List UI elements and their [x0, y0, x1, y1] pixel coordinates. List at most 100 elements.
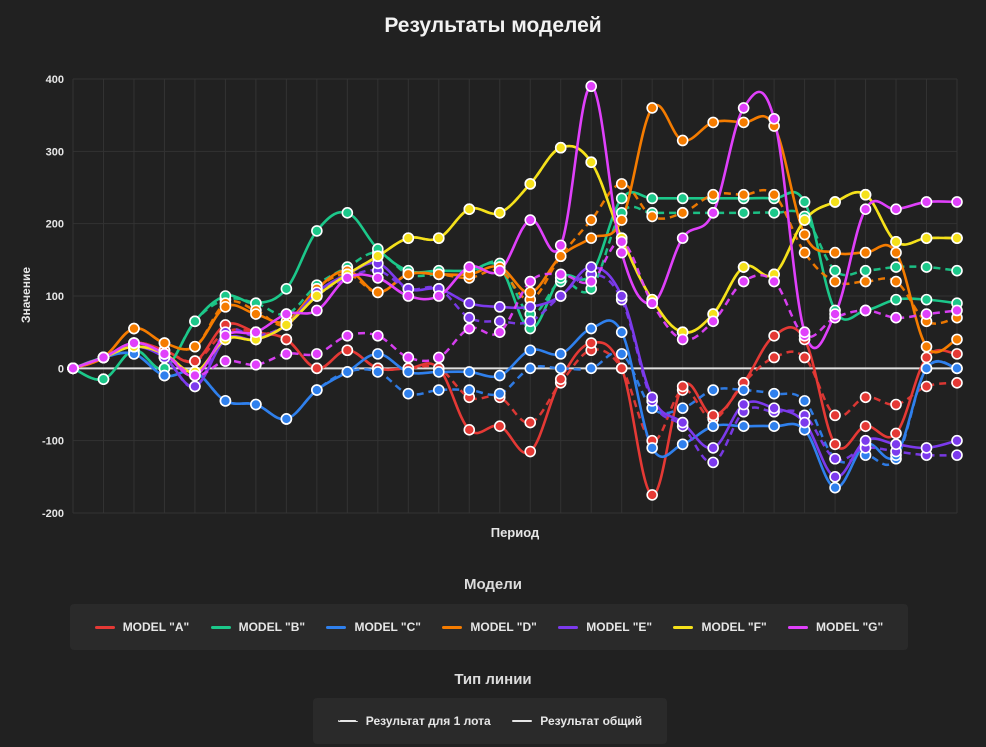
legend-item-model[interactable]: MODEL "D" — [442, 620, 537, 634]
data-point[interactable] — [341, 207, 354, 219]
data-point[interactable] — [646, 391, 658, 404]
data-point[interactable] — [493, 315, 506, 328]
data-point[interactable] — [951, 264, 963, 277]
data-point[interactable] — [311, 290, 323, 302]
data-point[interactable] — [372, 286, 384, 299]
data-point[interactable] — [798, 246, 811, 259]
data-point[interactable] — [707, 442, 719, 454]
data-point[interactable] — [493, 369, 506, 382]
legend-item-dashed[interactable]: Результат для 1 лота — [337, 714, 491, 728]
data-point[interactable] — [493, 207, 506, 219]
legend-item-model[interactable]: MODEL "C" — [326, 620, 421, 634]
data-point[interactable] — [189, 380, 201, 393]
data-point[interactable] — [67, 362, 79, 375]
data-point[interactable] — [768, 329, 780, 342]
data-point[interactable] — [341, 329, 354, 342]
data-point[interactable] — [189, 315, 201, 328]
data-point[interactable] — [554, 348, 567, 360]
data-point[interactable] — [280, 413, 293, 425]
data-point[interactable] — [585, 261, 598, 273]
data-point[interactable] — [737, 275, 750, 288]
data-point[interactable] — [341, 344, 354, 357]
data-point[interactable] — [219, 355, 232, 367]
data-point[interactable] — [829, 196, 841, 208]
data-point[interactable] — [920, 293, 933, 306]
data-point[interactable] — [463, 384, 476, 396]
data-point[interactable] — [250, 326, 262, 338]
data-point[interactable] — [372, 366, 384, 378]
data-point[interactable] — [585, 156, 598, 168]
data-point[interactable] — [463, 424, 476, 436]
data-point[interactable] — [920, 380, 933, 393]
data-point[interactable] — [798, 395, 811, 407]
data-point[interactable] — [524, 178, 537, 190]
data-point[interactable] — [951, 376, 963, 389]
data-point[interactable] — [554, 373, 567, 385]
data-point[interactable] — [158, 348, 171, 360]
data-point[interactable] — [493, 420, 506, 433]
data-point[interactable] — [951, 196, 963, 208]
data-point[interactable] — [97, 351, 110, 364]
data-point[interactable] — [859, 203, 872, 215]
data-point[interactable] — [219, 395, 232, 407]
data-point[interactable] — [432, 351, 445, 364]
data-point[interactable] — [768, 275, 780, 288]
data-point[interactable] — [615, 290, 628, 302]
data-point[interactable] — [189, 369, 201, 382]
data-point[interactable] — [890, 235, 902, 248]
data-point[interactable] — [829, 275, 841, 288]
data-point[interactable] — [432, 290, 445, 302]
data-point[interactable] — [920, 261, 933, 273]
data-point[interactable] — [707, 456, 719, 469]
data-point[interactable] — [798, 416, 811, 429]
data-point[interactable] — [859, 188, 872, 201]
data-point[interactable] — [676, 207, 689, 219]
data-point[interactable] — [189, 355, 201, 367]
data-point[interactable] — [829, 308, 841, 320]
legend-item-solid[interactable]: Результат общий — [512, 714, 642, 728]
data-point[interactable] — [829, 246, 841, 259]
data-point[interactable] — [890, 246, 902, 259]
data-point[interactable] — [493, 264, 506, 277]
data-point[interactable] — [402, 268, 415, 281]
data-point[interactable] — [951, 333, 963, 346]
data-point[interactable] — [951, 362, 963, 375]
data-point[interactable] — [585, 214, 598, 226]
data-point[interactable] — [890, 438, 902, 451]
data-point[interactable] — [493, 301, 506, 313]
data-point[interactable] — [951, 348, 963, 360]
data-point[interactable] — [554, 362, 567, 375]
data-point[interactable] — [463, 297, 476, 310]
data-point[interactable] — [951, 449, 963, 461]
data-point[interactable] — [676, 333, 689, 346]
data-point[interactable] — [646, 102, 658, 114]
data-point[interactable] — [280, 348, 293, 360]
data-point[interactable] — [890, 427, 902, 440]
data-point[interactable] — [920, 340, 933, 353]
data-point[interactable] — [829, 409, 841, 422]
data-point[interactable] — [158, 337, 171, 349]
legend-item-model[interactable]: MODEL "B" — [210, 620, 305, 634]
data-point[interactable] — [768, 351, 780, 364]
data-point[interactable] — [646, 210, 658, 223]
data-point[interactable] — [524, 416, 537, 429]
data-point[interactable] — [128, 322, 140, 335]
data-point[interactable] — [646, 442, 658, 454]
data-point[interactable] — [920, 308, 933, 320]
data-point[interactable] — [493, 387, 506, 400]
data-point[interactable] — [341, 366, 354, 378]
data-point[interactable] — [585, 232, 598, 244]
data-point[interactable] — [280, 308, 293, 320]
data-point[interactable] — [554, 141, 567, 154]
data-point[interactable] — [585, 322, 598, 335]
data-point[interactable] — [524, 275, 537, 288]
data-point[interactable] — [219, 329, 232, 342]
data-point[interactable] — [798, 351, 811, 364]
data-point[interactable] — [859, 264, 872, 277]
data-point[interactable] — [707, 188, 719, 201]
data-point[interactable] — [676, 402, 689, 414]
data-point[interactable] — [189, 340, 201, 353]
data-point[interactable] — [432, 268, 445, 281]
data-point[interactable] — [920, 362, 933, 375]
data-point[interactable] — [615, 246, 628, 259]
